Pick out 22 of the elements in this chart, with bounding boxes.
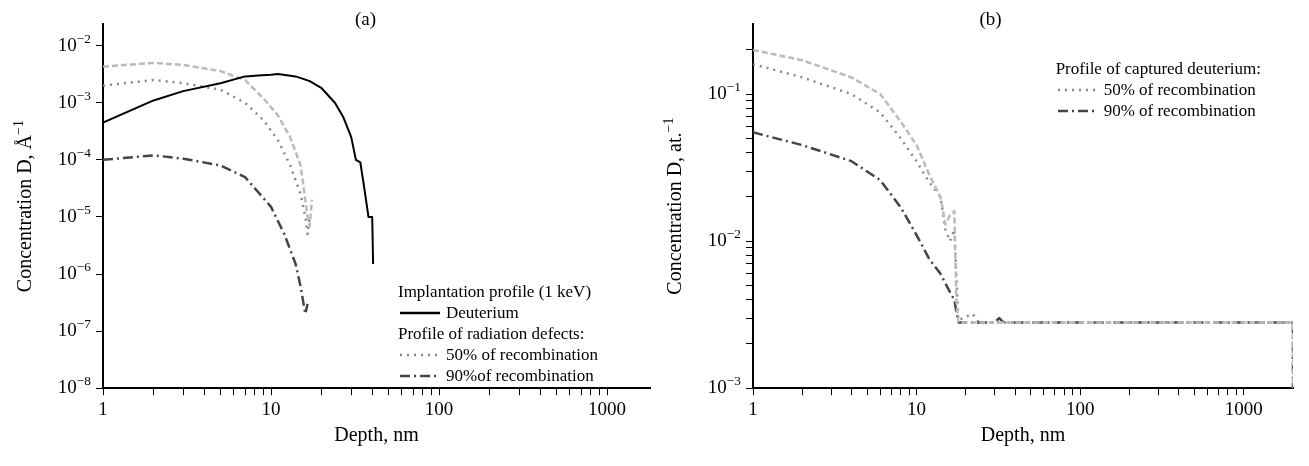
x-tick-label: 10 (907, 397, 927, 419)
legend-title: Implantation profile (1 keV) (397, 281, 593, 302)
x-tick-label: 1000 (588, 397, 627, 419)
legend-title: Profile of captured deuterium: (1055, 58, 1261, 79)
x-axis-title: Depth, nm (334, 423, 420, 447)
legend-label: 90%of recombination (445, 365, 594, 386)
legend-label: Deuterium (445, 302, 519, 323)
x-tick-label: 1000 (1224, 397, 1263, 419)
x-tick-label: 100 (424, 397, 454, 419)
annotation: Profile of radiation defects: (397, 323, 586, 344)
chart-title: (b) (979, 7, 1002, 30)
legend-label: 50% of recombination (445, 344, 598, 365)
x-tick-label: 1 (98, 397, 108, 419)
legend-label: 50% of recombination (1103, 79, 1256, 100)
x-tick-label: 1 (748, 397, 758, 419)
x-axis-title: Depth, nm (980, 423, 1066, 447)
x-tick-label: 10 (261, 397, 281, 419)
legend-label: 90% of recombination (1103, 100, 1256, 121)
x-tick-label: 100 (1065, 397, 1095, 419)
chart-title: (a) (355, 7, 377, 30)
y-axis-title: Concentration D, at.−1 (660, 117, 686, 295)
y-axis-title: Concentration D, Å−1 (10, 120, 36, 293)
